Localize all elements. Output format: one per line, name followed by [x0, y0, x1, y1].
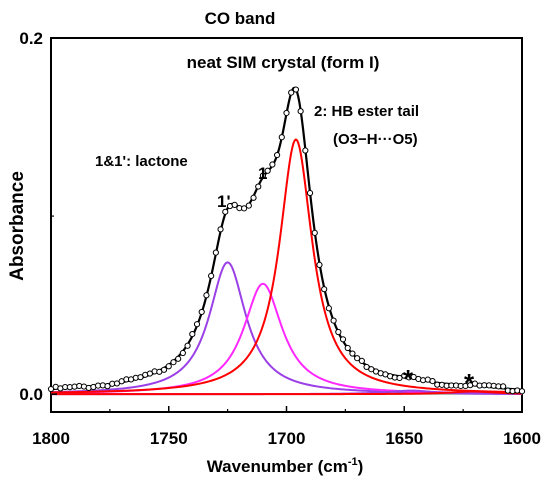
annotation-hb-bond: (O3−H···O5): [333, 131, 418, 148]
data-point: [222, 208, 229, 215]
data-point: [217, 226, 224, 233]
data-point: [273, 151, 281, 159]
data-point: [269, 161, 276, 168]
data-point: [245, 202, 252, 209]
components-layer: [50, 138, 523, 396]
chart-subtitle: neat SIM crystal (form I): [187, 53, 380, 72]
data-point: [212, 249, 219, 256]
data-point: [255, 183, 262, 190]
data-point: [278, 134, 285, 141]
data-point: [321, 286, 328, 293]
data-point: [306, 189, 314, 197]
annotation-peak-1-prime: 1': [217, 192, 231, 211]
data-point: [104, 383, 111, 390]
data-point: [193, 321, 201, 328]
ticks-layer: 1800 1750 1700 1650 1600 0.0 0.2: [19, 29, 541, 448]
data-point: [311, 229, 318, 236]
data-point: [349, 350, 356, 357]
data-point: [429, 378, 436, 385]
data-point: [518, 388, 526, 395]
data-point: [335, 328, 342, 336]
data-point: [302, 147, 309, 154]
x-tick-label: 1700: [268, 429, 306, 448]
data-point: [325, 305, 332, 312]
component-curve-0: [50, 261, 522, 395]
x-axis-label: Wavenumber (cm-1): [207, 456, 364, 476]
x-axis-label-sup: -1: [348, 456, 358, 468]
data-point: [330, 317, 337, 324]
annotation-peak-1: 1: [258, 164, 267, 183]
data-point: [250, 194, 257, 201]
data-point: [316, 261, 323, 269]
data-point: [175, 355, 182, 362]
data-point: [203, 292, 210, 299]
y-tick-label: 0.0: [19, 385, 43, 404]
data-point: [241, 205, 248, 212]
data-points-layer: [47, 86, 526, 395]
fit-layer: [50, 86, 523, 391]
data-point: [358, 357, 365, 364]
data-point: [363, 363, 370, 371]
annotation-star-1: *: [403, 364, 414, 394]
data-point: [165, 363, 172, 370]
data-point: [297, 108, 304, 115]
data-point: [396, 374, 403, 382]
y-axis-label: Absorbance: [7, 171, 28, 281]
chart-title: CO band: [205, 9, 276, 28]
annotation-star-2: *: [464, 368, 475, 398]
x-tick-label: 1650: [385, 429, 423, 448]
annotation-lactone: 1&1': lactone: [95, 153, 188, 170]
data-point: [339, 336, 347, 343]
data-point: [288, 89, 295, 96]
x-tick-label: 1600: [503, 429, 541, 448]
data-point: [137, 374, 144, 381]
data-point: [500, 383, 507, 390]
annotation-hb-ester-tail: 2: HB ester tail: [314, 103, 419, 120]
x-tick-label: 1800: [32, 429, 70, 448]
data-point: [344, 344, 351, 352]
component-curve-2: [50, 138, 523, 394]
data-point: [283, 109, 290, 117]
data-point: [170, 359, 177, 366]
data-point: [208, 272, 215, 279]
data-point: [189, 330, 196, 338]
component-curve-4: [51, 390, 523, 396]
data-point: [198, 308, 205, 316]
data-point: [368, 366, 375, 373]
data-point: [292, 86, 300, 93]
plot-frame: [50, 37, 523, 413]
data-point: [264, 167, 271, 174]
data-point: [160, 366, 168, 373]
data-point: [231, 201, 238, 208]
data-point: [259, 172, 267, 179]
data-point: [354, 355, 361, 362]
x-tick-label: 1750: [150, 429, 188, 448]
y-tick-label: 0.2: [19, 29, 43, 48]
data-point: [184, 342, 191, 349]
data-point: [179, 349, 186, 357]
fit-envelope-curve: [50, 86, 523, 391]
